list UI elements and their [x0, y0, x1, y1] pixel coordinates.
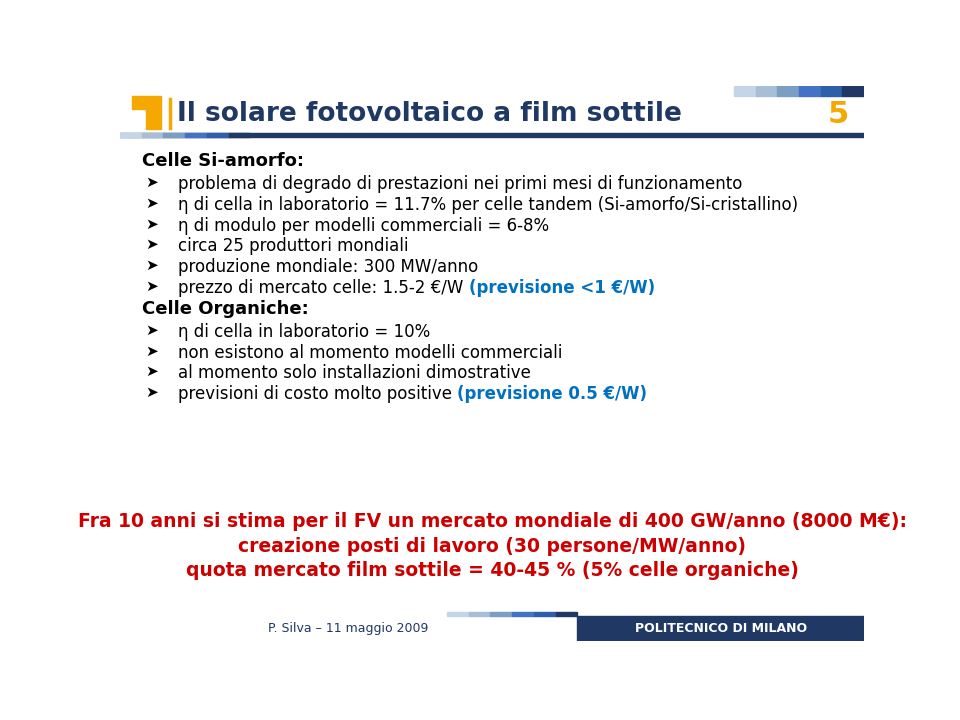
- Bar: [821, 86, 842, 96]
- Text: Fra 10 anni si stima per il FV un mercato mondiale di 400 GW/anno (8000 M€):: Fra 10 anni si stima per il FV un mercat…: [78, 512, 906, 531]
- Text: ➤: ➤: [145, 385, 157, 400]
- Text: POLITECNICO DI MILANO: POLITECNICO DI MILANO: [635, 622, 806, 635]
- Text: Il solare fotovoltaico a film sottile: Il solare fotovoltaico a film sottile: [177, 101, 682, 127]
- Text: prezzo di mercato celle: 1.5-2 €/W: prezzo di mercato celle: 1.5-2 €/W: [179, 279, 468, 297]
- Text: ➤: ➤: [145, 364, 157, 379]
- Bar: [228, 132, 251, 138]
- Text: η di modulo per modelli commerciali = 6-8%: η di modulo per modelli commerciali = 6-…: [179, 217, 549, 235]
- Text: produzione mondiale: 300 MW/anno: produzione mondiale: 300 MW/anno: [179, 258, 478, 276]
- Bar: [120, 132, 864, 138]
- Polygon shape: [132, 96, 161, 129]
- Text: ➤: ➤: [145, 279, 157, 294]
- Bar: [842, 86, 864, 96]
- Text: η di cella in laboratorio = 10%: η di cella in laboratorio = 10%: [179, 323, 430, 341]
- Text: ➤: ➤: [145, 217, 157, 232]
- Text: non esistono al momento modelli commerciali: non esistono al momento modelli commerci…: [179, 343, 563, 361]
- Bar: [120, 132, 142, 138]
- Bar: [206, 132, 228, 138]
- Bar: [733, 86, 756, 96]
- Text: (previsione <1 €/W): (previsione <1 €/W): [468, 279, 655, 297]
- Text: η di cella in laboratorio = 11.7% per celle tandem (Si-amorfo/Si-cristallino): η di cella in laboratorio = 11.7% per ce…: [179, 196, 799, 214]
- Bar: [491, 612, 512, 616]
- Text: Celle Si-amorfo:: Celle Si-amorfo:: [142, 152, 303, 170]
- Bar: [512, 612, 534, 616]
- Bar: [185, 132, 206, 138]
- Bar: [756, 86, 778, 96]
- Text: Celle Organiche:: Celle Organiche:: [142, 300, 308, 318]
- Bar: [577, 616, 864, 641]
- Text: circa 25 produttori mondiali: circa 25 produttori mondiali: [179, 238, 409, 256]
- Text: ➤: ➤: [145, 238, 157, 252]
- Text: previsioni di costo molto positive: previsioni di costo molto positive: [179, 385, 457, 403]
- Text: P. Silva – 11 maggio 2009: P. Silva – 11 maggio 2009: [269, 622, 429, 635]
- Text: ➤: ➤: [145, 258, 157, 273]
- Bar: [120, 616, 864, 641]
- Text: al momento solo installazioni dimostrative: al momento solo installazioni dimostrati…: [179, 364, 531, 382]
- Text: ➤: ➤: [145, 175, 157, 190]
- Text: ➤: ➤: [145, 343, 157, 359]
- Text: creazione posti di lavoro (30 persone/MW/anno): creazione posti di lavoro (30 persone/MW…: [238, 536, 746, 556]
- Bar: [142, 132, 163, 138]
- Text: (previsione 0.5 €/W): (previsione 0.5 €/W): [457, 385, 647, 403]
- Bar: [534, 612, 556, 616]
- Bar: [468, 612, 491, 616]
- Text: ➤: ➤: [145, 196, 157, 211]
- Bar: [163, 132, 185, 138]
- Bar: [447, 612, 468, 616]
- Text: 5: 5: [828, 99, 849, 129]
- Text: problema di degrado di prestazioni nei primi mesi di funzionamento: problema di degrado di prestazioni nei p…: [179, 175, 742, 193]
- Bar: [556, 612, 577, 616]
- Bar: [799, 86, 821, 96]
- Bar: [778, 86, 799, 96]
- Text: quota mercato film sottile = 40-45 % (5% celle organiche): quota mercato film sottile = 40-45 % (5%…: [185, 561, 799, 580]
- Text: ➤: ➤: [145, 323, 157, 338]
